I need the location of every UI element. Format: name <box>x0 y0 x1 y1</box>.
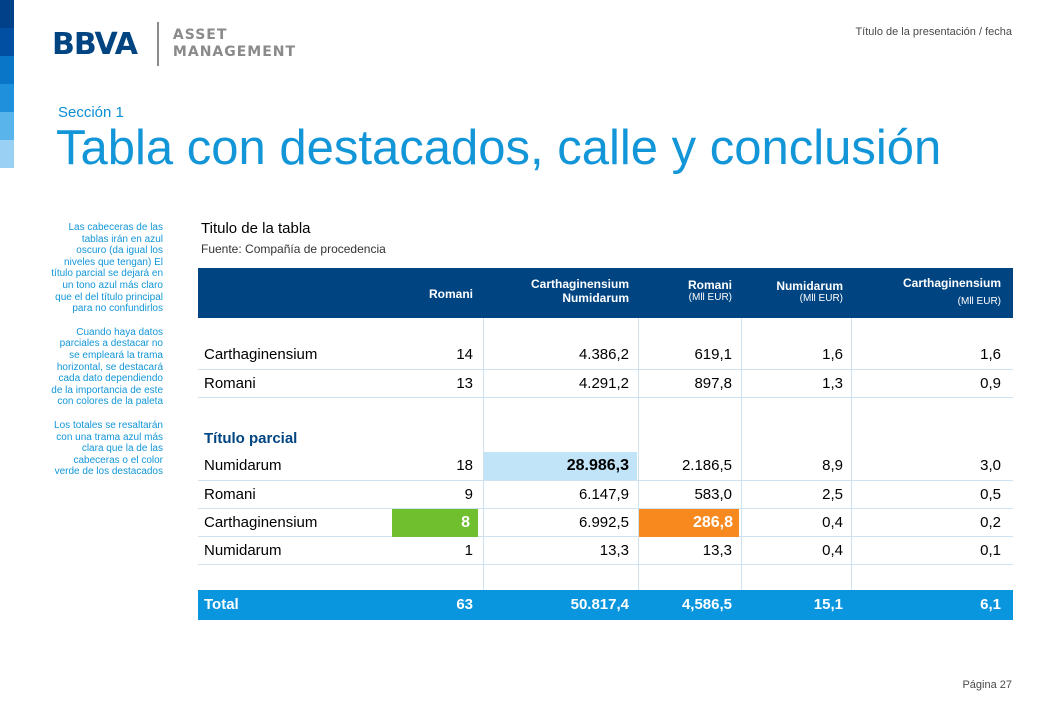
table-header: Romani Carthaginensium Numidarum Romani … <box>198 268 1013 318</box>
column-header: Romani (Mll EUR) <box>640 268 732 318</box>
page-title: Tabla con destacados, calle y conclusión <box>56 121 942 175</box>
cell-value: 9 <box>464 486 473 503</box>
column-header-label: Numidarum <box>776 279 843 293</box>
cell-value: 1,6 <box>980 346 1001 363</box>
cell-value: 13,3 <box>599 542 629 559</box>
column-header-label: Romani <box>428 287 473 301</box>
row-separator <box>198 480 1013 481</box>
page-number: Página 27 <box>962 679 1012 691</box>
highlighted-cell-value: 28.986,3 <box>484 452 637 480</box>
bbva-logo: BBVA ASSET MANAGEMENT <box>52 22 296 66</box>
column-separator <box>851 318 852 590</box>
table-row: Carthaginensium 8 6.992,5 286,8 0,4 0,2 <box>198 509 1013 537</box>
cell-value: 0,4 <box>822 542 843 559</box>
cell-value: 1,6 <box>822 346 843 363</box>
cell-value: 6.147,9 <box>578 486 629 503</box>
row-separator <box>198 564 1013 565</box>
column-header-label: Numidarum <box>562 291 629 305</box>
column-header-unit: (Mll EUR) <box>957 296 1001 307</box>
logo-subtitle-line1: ASSET <box>172 27 228 43</box>
side-note: Cuando haya datos parciales a destacar n… <box>51 326 163 408</box>
cell-value: 13,3 <box>702 542 732 559</box>
cell-value: 897,8 <box>694 375 732 392</box>
table-source: Fuente: Compañía de procedencia <box>201 242 386 256</box>
column-separator <box>638 318 639 590</box>
cell-value: 0,4 <box>822 514 843 531</box>
cell-value: 0,1 <box>980 542 1001 559</box>
row-name: Romani <box>204 486 256 503</box>
cell-value: 0,5 <box>980 486 1001 503</box>
row-name: Numidarum <box>204 542 282 559</box>
table-row: Carthaginensium 14 4.386,2 619,1 1,6 1,6 <box>198 341 1013 369</box>
cell-value: 583,0 <box>694 486 732 503</box>
column-separator <box>483 318 484 590</box>
total-value: 50.817,4 <box>570 596 629 613</box>
logo-subtitle: ASSET MANAGEMENT <box>173 27 296 61</box>
cell-value: 8,9 <box>822 457 843 474</box>
cell-value: 2.186,5 <box>681 457 732 474</box>
row-name: Carthaginensium <box>204 346 318 363</box>
table-row: Romani 13 4.291,2 897,8 1,3 0,9 <box>198 370 1013 398</box>
decorative-stripe-2 <box>0 28 14 56</box>
presentation-title: Título de la presentación / fecha <box>855 26 1012 38</box>
column-header: Romani <box>398 268 473 318</box>
section-label: Sección 1 <box>58 104 124 121</box>
cell-value: 0,9 <box>980 375 1001 392</box>
logo-text: BBVA <box>52 26 138 62</box>
cell-value: 2,5 <box>822 486 843 503</box>
table-title: Titulo de la tabla <box>201 220 311 237</box>
row-separator <box>198 397 1013 398</box>
total-value: 6,1 <box>980 596 1001 613</box>
column-separator <box>741 318 742 590</box>
total-value: 15,1 <box>813 596 843 613</box>
column-header-label: Romani <box>687 278 732 292</box>
logo-divider <box>156 22 159 66</box>
cell-value: 6.992,5 <box>578 514 629 531</box>
decorative-stripe-5 <box>0 112 14 140</box>
cell-value: 13 <box>456 375 473 392</box>
cell-value: 18 <box>456 457 473 474</box>
row-separator <box>198 369 1013 370</box>
column-header: Carthaginensium (Mll EUR) <box>853 268 1001 318</box>
total-value: 4,586,5 <box>681 596 732 613</box>
highlighted-cell-value: 286,8 <box>639 509 739 537</box>
side-notes: Las cabeceras de las tablas irán en azul… <box>50 222 163 490</box>
logo-subtitle-line2: MANAGEMENT <box>172 44 297 60</box>
row-name: Romani <box>204 375 256 392</box>
cell-value: 4.291,2 <box>578 375 629 392</box>
column-header-label: Carthaginensium <box>530 277 629 291</box>
column-header: Carthaginensium Numidarum <box>484 268 629 318</box>
column-header-unit: (Mll EUR) <box>688 292 732 303</box>
column-header-label: Carthaginensium <box>902 276 1001 290</box>
cell-value: 4.386,2 <box>578 346 629 363</box>
cell-value: 3,0 <box>980 457 1001 474</box>
highlighted-cell-value: 8 <box>392 509 478 537</box>
partial-title: Título parcial <box>204 430 298 447</box>
cell-value: 0,2 <box>980 514 1001 531</box>
table-row: Numidarum 1 13,3 13,3 0,4 0,1 <box>198 537 1013 565</box>
decorative-stripe-4 <box>0 84 14 112</box>
side-note: Las cabeceras de las tablas irán en azul… <box>51 222 163 315</box>
row-name: Carthaginensium <box>204 514 318 531</box>
decorative-stripe-6 <box>0 140 14 168</box>
table-row: Romani 9 6.147,9 583,0 2,5 0,5 <box>198 481 1013 509</box>
cell-value: 1 <box>464 542 473 559</box>
decorative-stripe-3 <box>0 56 14 84</box>
cell-value: 1,3 <box>822 375 843 392</box>
cell-value: 14 <box>456 346 473 363</box>
column-header: Numidarum (Mll EUR) <box>743 268 843 318</box>
side-note: Los totales se resaltarán con una trama … <box>54 419 163 478</box>
row-separator <box>198 508 1013 509</box>
row-name: Numidarum <box>204 457 282 474</box>
table-row: Numidarum 18 28.986,3 2.186,5 8,9 3,0 <box>198 452 1013 480</box>
total-value: 63 <box>456 596 473 613</box>
decorative-stripe-1 <box>0 0 14 28</box>
total-label: Total <box>204 596 239 613</box>
row-separator <box>198 536 1013 537</box>
column-header-unit: (Mll EUR) <box>799 293 843 304</box>
cell-value: 619,1 <box>694 346 732 363</box>
total-row: Total 63 50.817,4 4,586,5 15,1 6,1 <box>198 590 1013 620</box>
